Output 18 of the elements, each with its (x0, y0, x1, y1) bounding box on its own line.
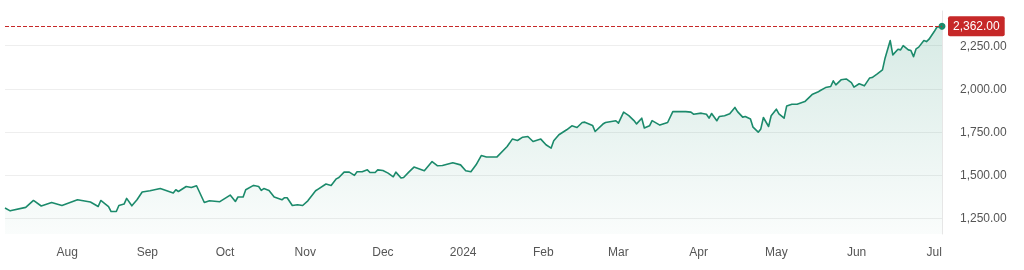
y-tick-label: 1,500.00 (960, 168, 1008, 183)
x-tick-label: Jun (846, 245, 867, 259)
x-tick-label: Oct (215, 245, 236, 259)
x-tick-label: Mar (608, 245, 629, 259)
x-tick-label: Feb (533, 245, 555, 259)
y-tick-label: 2,000.00 (960, 81, 1008, 96)
x-tick-label: Jul (926, 245, 942, 259)
y-tick-label: 2,250.00 (960, 38, 1008, 53)
x-tick-label: Dec (372, 245, 394, 259)
x-tick-label: 2024 (449, 245, 477, 259)
y-tick-label: 1,750.00 (960, 125, 1008, 140)
x-tick-label: Nov (294, 245, 316, 259)
ref-line-label: 2,362.00 (953, 19, 1001, 34)
x-tick-label: May (765, 245, 788, 259)
x-tick-label: Aug (56, 245, 78, 259)
x-tick-label: Sep (136, 245, 159, 259)
y-tick-label: 1,250.00 (960, 211, 1008, 226)
x-tick-label: Apr (689, 245, 709, 259)
